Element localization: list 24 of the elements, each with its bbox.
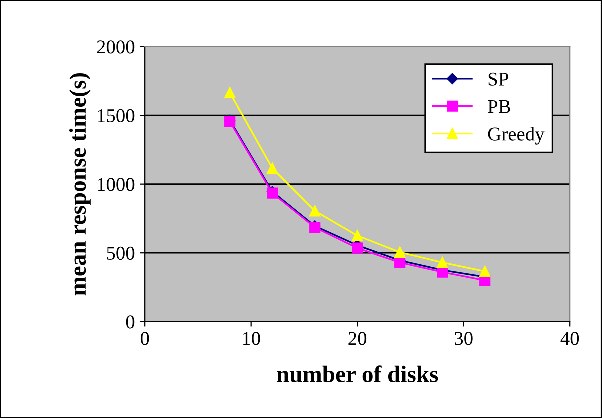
x-tick-label: 30 [455, 332, 473, 346]
point [394, 246, 406, 258]
y-tick-label: 1000 [98, 178, 135, 192]
y-tick-label: 2000 [97, 40, 135, 54]
point [394, 257, 406, 268]
x-tick-label: 10 [243, 332, 260, 346]
legend-label: Greedy [488, 127, 545, 145]
point [224, 87, 236, 98]
point [267, 162, 278, 174]
legend-label: SP [488, 72, 508, 86]
point [352, 242, 364, 254]
y-axis-title: mean response time(s) [70, 73, 91, 296]
point [352, 230, 364, 242]
y-tick-label: 0 [126, 316, 135, 329]
legend-label: PB [488, 100, 510, 114]
y-tick-label: 500 [107, 246, 135, 260]
point [480, 266, 491, 278]
point [437, 257, 448, 268]
point [310, 206, 321, 217]
x-axis-title: number of disks [277, 366, 438, 383]
x-tick-label: 20 [348, 332, 367, 346]
y-tick-label: 1500 [98, 109, 135, 123]
x-tick-label: 0 [140, 332, 150, 346]
x-tick-label: 40 [560, 332, 580, 346]
